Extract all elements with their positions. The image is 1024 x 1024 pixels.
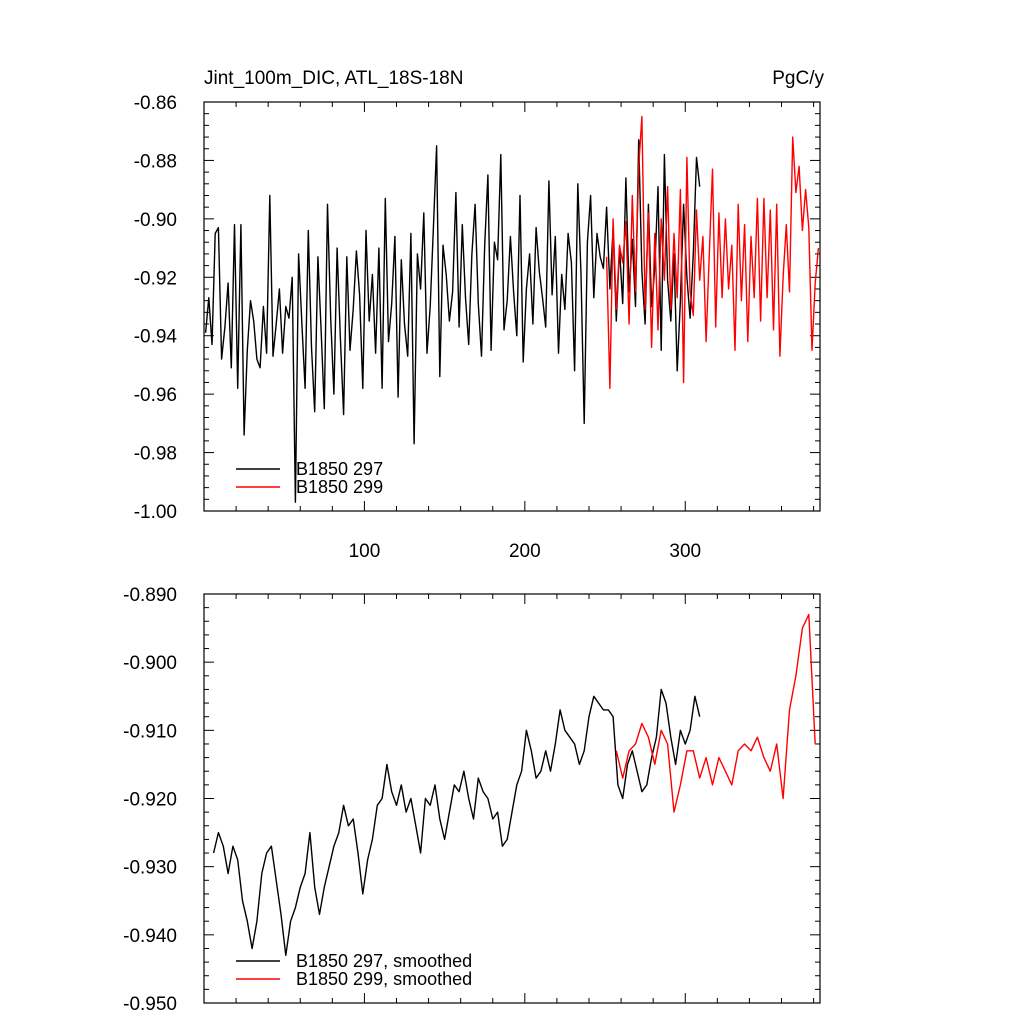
y-tick-label: -0.98 (134, 444, 177, 465)
bottom-panel-ticks: -0.890 -0.900 -0.910 -0.920 -0.930 -0.940 -0.9… (123, 585, 820, 1015)
y-tick-label: -0.94 (134, 327, 178, 348)
legend-label: B1850 297 (296, 459, 383, 479)
y-tick-label: -0.88 (134, 151, 177, 172)
top-panel-ticks: -0.86 -0.88 -0.90 -0.92 -0.94 -0.96 -0.98 -1.00… (134, 93, 820, 562)
top-panel-series (204, 115, 820, 503)
y-tick-label: -0.90 (134, 210, 177, 231)
series-line-1 (212, 688, 701, 956)
bottom-panel: -0.890 -0.900 -0.910 -0.920 -0.930 -0.940 -0.9… (123, 585, 821, 1015)
top-plot-frame (203, 101, 821, 512)
y-tick-label: -0.96 (134, 385, 177, 406)
y-tick-label: -0.940 (123, 926, 177, 947)
series-line-1 (204, 139, 701, 503)
top-panel: Jint_100m_DIC, ATL_18S-18N PgC/y -0.86-0… (134, 68, 825, 562)
series-line-2 (605, 115, 820, 389)
legend-label: B1850 297, smoothed (296, 951, 472, 971)
y-tick-label: -0.890 (123, 585, 177, 606)
legend-label: B1850 299 (296, 477, 383, 497)
legend-label: B1850 299, smoothed (296, 969, 472, 989)
y-tick-label: -0.950 (123, 994, 177, 1015)
chart-title: Jint_100m_DIC, ATL_18S-18N (204, 68, 463, 89)
x-tick-label: 200 (509, 541, 541, 562)
y-tick-label: -0.910 (123, 721, 177, 742)
series-line-2 (615, 613, 816, 813)
y-tick-label: -1.00 (134, 502, 177, 523)
units-label: PgC/y (772, 68, 824, 89)
bottom-plot-frame (203, 593, 821, 1004)
y-tick-label: -0.86 (134, 93, 177, 114)
y-tick-label: -0.900 (123, 653, 177, 674)
x-tick-label: 300 (669, 541, 701, 562)
bottom-panel-series (212, 613, 816, 956)
y-tick-label: -0.930 (123, 858, 177, 879)
y-tick-label: -0.920 (123, 790, 177, 811)
x-tick-label: 100 (349, 541, 381, 562)
y-tick-label: -0.92 (134, 268, 177, 289)
